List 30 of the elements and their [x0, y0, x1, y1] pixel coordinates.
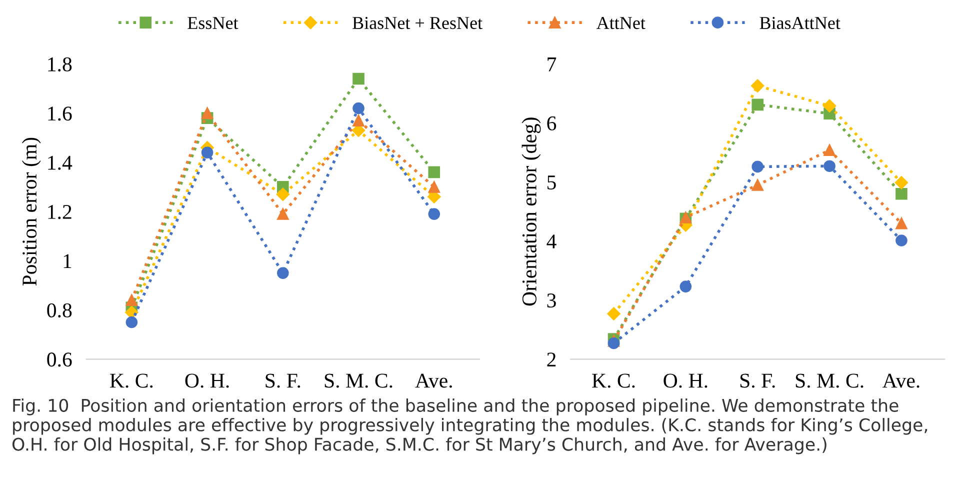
- y-tick-label: 2: [547, 352, 556, 366]
- x-tick-label: O. H.: [664, 374, 708, 388]
- y-tick-label: 4: [546, 234, 556, 248]
- y-tick-label: 5: [548, 176, 556, 190]
- x-tick-label: S. F.: [740, 374, 775, 388]
- x-tick-label: K. C.: [110, 374, 153, 388]
- y-axis-title: Orientation error (deg): [522, 118, 541, 306]
- y-tick-label: 1.2: [48, 204, 72, 220]
- legend-label: BiasNet + ResNet: [352, 16, 482, 30]
- x-tick-label: O. H.: [185, 374, 229, 388]
- x-tick-label: S. M. C.: [796, 374, 864, 388]
- y-tick-label: 3: [547, 294, 556, 308]
- x-tick-label: Ave.: [882, 374, 920, 388]
- y-tick-label: 1: [64, 254, 72, 268]
- y-tick-label: 6: [547, 116, 556, 130]
- y-tick-label: 0.6: [47, 352, 72, 367]
- caption: Fig. 10 Position and orientation errors of the baseline and the proposed pipeline. We demonstrate the proposed modules are effective by progressively integrating the modules. (K.C. stands for King’s College, O.H. for Old Hospital, S.F. for Shop Facade, S.M.C. for St Mary’s Church, and Ave. for Average.): [12, 398, 928, 454]
- y-tick-label: 1.6: [48, 106, 72, 121]
- y-tick-label: 7: [548, 58, 556, 72]
- y-axis-title: Position error (m): [22, 138, 41, 286]
- y-tick-label: 0.8: [47, 303, 72, 318]
- x-tick-label: S. F.: [266, 374, 300, 388]
- legend-label: AttNet: [596, 16, 646, 30]
- x-tick-label: Ave.: [415, 374, 452, 388]
- x-tick-label: S. M. C.: [324, 374, 392, 388]
- legend-label: BiasAttNet: [760, 16, 840, 30]
- x-tick-label: K. C.: [592, 374, 635, 388]
- y-tick-label: 1.4: [48, 156, 72, 170]
- y-tick-label: 1.8: [48, 57, 72, 72]
- legend-label: EssNet: [188, 17, 238, 30]
